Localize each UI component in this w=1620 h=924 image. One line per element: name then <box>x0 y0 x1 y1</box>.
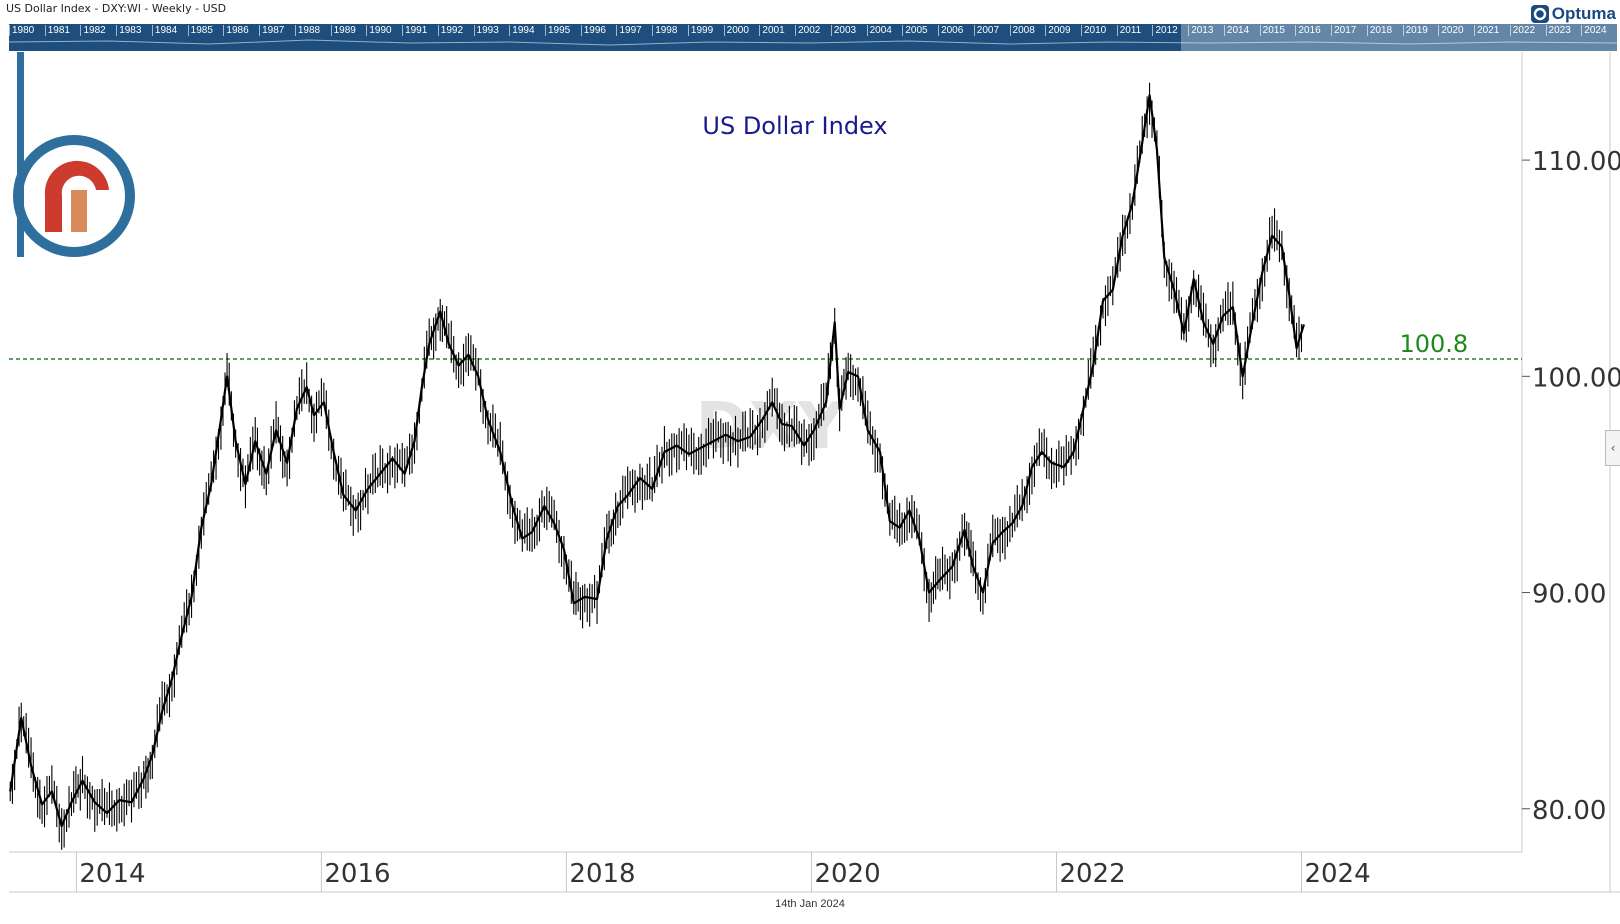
navigator-year-2001: 2001 <box>759 25 785 36</box>
y-tick-label: 90.00 <box>1532 580 1606 610</box>
support-label: 100.8 <box>1399 330 1468 358</box>
navigator-year-2020: 2020 <box>1438 25 1464 36</box>
navigator-year-1984: 1984 <box>151 25 177 36</box>
history-navigator[interactable]: 1980 1981 1982 1983 1984 1985 1986 1987 1988 1989… <box>9 24 1617 51</box>
navigator-year-2023: 2023 <box>1545 25 1571 36</box>
optuma-logo-icon <box>1530 5 1549 23</box>
y-axis: 80.00 90.00 100.00 110.00 <box>1522 147 1620 826</box>
navigator-year-2017: 2017 <box>1331 25 1356 36</box>
navigator-year-1992: 1992 <box>437 25 463 36</box>
navigator-year-2002: 2002 <box>795 25 820 36</box>
price-series <box>9 82 1305 850</box>
y-tick-label: 100.00 <box>1532 363 1620 393</box>
x-tick-label: 2016 <box>324 859 390 889</box>
navigator-year-2014: 2014 <box>1223 25 1249 36</box>
navigator-year-2004: 2004 <box>866 25 892 36</box>
navigator-year-1980: 1980 <box>9 25 34 36</box>
company-logo <box>13 52 135 257</box>
x-tick-label: 2024 <box>1304 859 1370 889</box>
navigator-year-1995: 1995 <box>545 25 570 36</box>
navigator-year-1994: 1994 <box>509 25 535 36</box>
brand-label: Optuma <box>1551 4 1616 23</box>
navigator-year-2008: 2008 <box>1009 25 1035 36</box>
x-tick-label: 2020 <box>814 859 880 889</box>
navigator-sparkline <box>9 39 1617 46</box>
chart-window-title: US Dollar Index - DXY:WI - Weekly - USD <box>6 2 227 15</box>
navigator-year-1985: 1985 <box>187 25 213 36</box>
support-level: 100.8 <box>9 330 1522 360</box>
navigator-year-1987: 1987 <box>259 25 284 36</box>
navigator-window[interactable] <box>1181 24 1617 51</box>
navigator-year-labels: 1980 1981 1982 1983 1984 1985 1986 1987 1988 1989… <box>9 24 1617 38</box>
navigator-year-1998: 1998 <box>652 25 677 36</box>
chart-date-label: 14th Jan 2024 <box>775 898 845 910</box>
navigator-year-1986: 1986 <box>223 25 249 36</box>
navigator-year-1983: 1983 <box>116 25 141 36</box>
navigator-year-1993: 1993 <box>473 25 499 36</box>
navigator-year-1997: 1997 <box>616 25 642 36</box>
navigator-year-1991: 1991 <box>402 25 427 36</box>
optuma-brand: Optuma <box>1530 3 1616 25</box>
navigator-year-2005: 2005 <box>902 25 928 36</box>
navigator-year-1996: 1996 <box>580 25 606 36</box>
plot-area-frame <box>9 52 1620 893</box>
navigator-year-1988: 1988 <box>294 25 320 36</box>
navigator-year-2016: 2016 <box>1295 25 1321 36</box>
navigator-year-2021: 2021 <box>1474 25 1499 36</box>
x-axis: 2014 2016 2018 2020 2022 2024 <box>75 852 1371 892</box>
navigator-year-2013: 2013 <box>1188 25 1213 36</box>
y-tick-label: 80.00 <box>1532 796 1606 826</box>
navigator-year-2003: 2003 <box>830 25 856 36</box>
navigator-year-2010: 2010 <box>1081 25 1106 36</box>
collapse-panel-chevron-left-icon[interactable]: ‹ <box>1605 430 1620 466</box>
x-tick-label: 2014 <box>79 859 145 889</box>
navigator-year-1999: 1999 <box>687 25 713 36</box>
navigator-year-2000: 2000 <box>723 25 749 36</box>
navigator-year-2024: 2024 <box>1581 25 1607 36</box>
x-tick-label: 2022 <box>1059 859 1125 889</box>
navigator-year-2009: 2009 <box>1045 25 1071 36</box>
navigator-year-2019: 2019 <box>1402 25 1428 36</box>
navigator-year-2007: 2007 <box>973 25 999 36</box>
y-tick-label: 110.00 <box>1532 147 1620 177</box>
navigator-year-1990: 1990 <box>366 25 392 36</box>
price-line <box>9 94 1305 828</box>
navigator-year-1981: 1981 <box>44 25 70 36</box>
navigator-year-1989: 1989 <box>330 25 356 36</box>
navigator-year-2011: 2011 <box>1116 25 1141 36</box>
chart-title: US Dollar Index <box>702 112 887 140</box>
navigator-year-2006: 2006 <box>938 25 963 36</box>
navigator-year-1982: 1982 <box>80 25 106 36</box>
navigator-year-2018: 2018 <box>1366 25 1392 36</box>
x-tick-label: 2018 <box>569 859 635 889</box>
navigator-year-2015: 2015 <box>1259 25 1285 36</box>
navigator-year-2022: 2022 <box>1509 25 1535 36</box>
navigator-year-2012: 2012 <box>1152 25 1178 36</box>
